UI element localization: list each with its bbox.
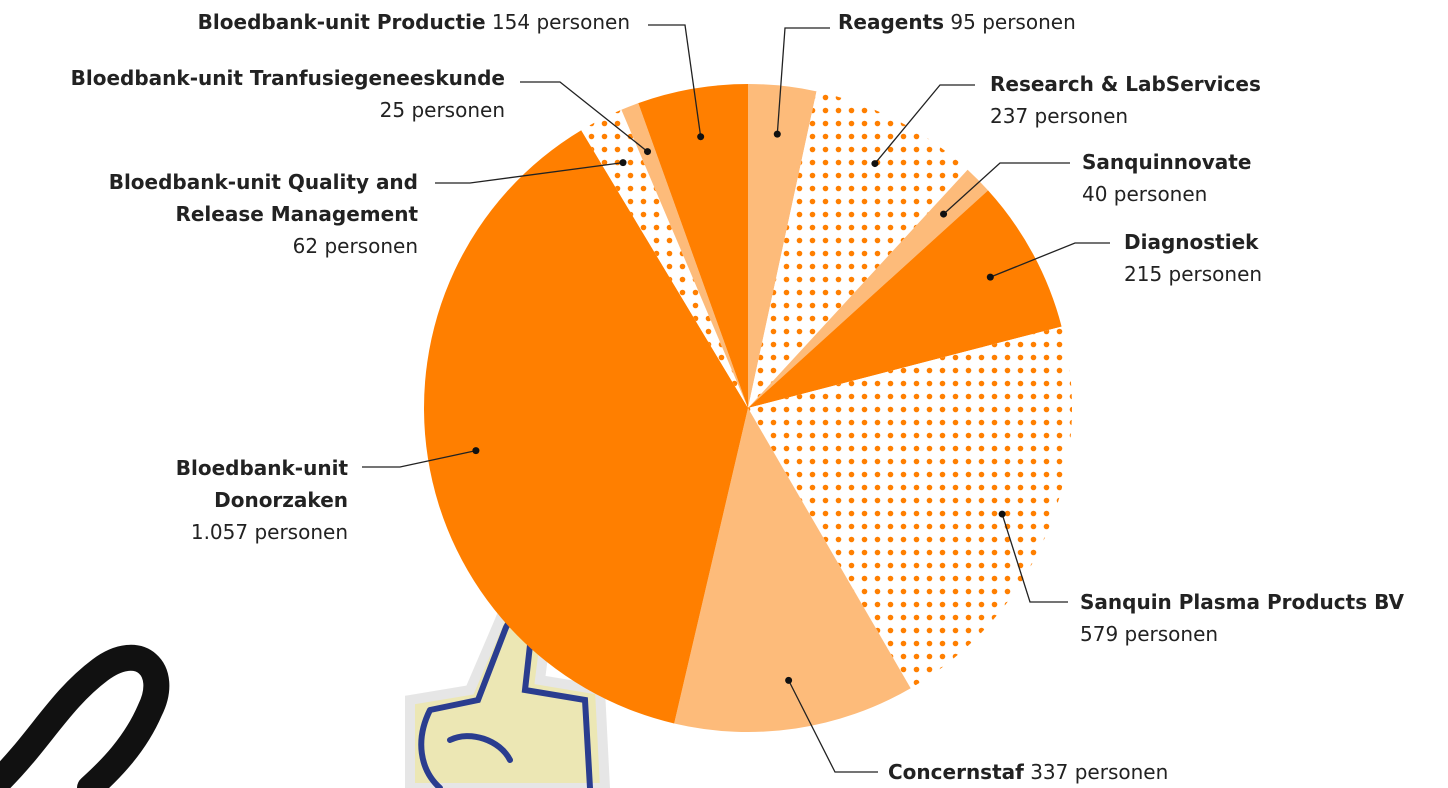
slice-label: Bloedbank-unit Donorzaken 1.057 personen xyxy=(148,452,348,548)
slice-label: Bloedbank-unit Tranfusiegeneeskunde 25 pe… xyxy=(0,62,505,126)
decoration-squiggle xyxy=(0,658,156,788)
category-name: Diagnostiek xyxy=(1124,230,1258,254)
slice-label: Bloedbank-unit Quality and Release Manag… xyxy=(48,166,418,262)
value-label: 62 personen xyxy=(293,234,418,258)
value-label: 154 personen xyxy=(492,10,630,34)
slice-label: Research & LabServices 237 personen xyxy=(990,68,1330,132)
slice-label: Sanquinnovate 40 personen xyxy=(1082,146,1382,210)
slice-label: Sanquin Plasma Products BV 579 personen xyxy=(1080,586,1448,650)
leader-dot xyxy=(785,677,792,684)
leader-dot xyxy=(987,274,994,281)
leader-dot xyxy=(620,159,627,166)
slice-label: Reagents 95 personen xyxy=(838,6,1238,38)
value-label: 40 personen xyxy=(1082,182,1207,206)
category-name: Bloedbank-unit Tranfusiegeneeskunde xyxy=(71,66,505,90)
slice-label: Concernstaf 337 personen xyxy=(888,756,1288,788)
leader-dot xyxy=(697,133,704,140)
slice-label: Diagnostiek 215 personen xyxy=(1124,226,1424,290)
value-label: 1.057 personen xyxy=(191,520,348,544)
category-name: Bloedbank-unit Donorzaken xyxy=(176,456,348,512)
value-label: 25 personen xyxy=(380,98,505,122)
value-label: 237 personen xyxy=(990,104,1128,128)
category-name: Sanquinnovate xyxy=(1082,150,1251,174)
category-name: Bloedbank-unit Quality and Release Manag… xyxy=(109,170,418,226)
category-name: Reagents xyxy=(838,10,944,34)
value-label: 215 personen xyxy=(1124,262,1262,286)
value-label: 337 personen xyxy=(1030,760,1168,784)
leader-dot xyxy=(999,511,1006,518)
value-label: 95 personen xyxy=(950,10,1075,34)
slice-label: Bloedbank-unit Productie 154 personen xyxy=(110,6,630,38)
value-label: 579 personen xyxy=(1080,622,1218,646)
leader-dot xyxy=(774,131,781,138)
category-name: Sanquin Plasma Products BV xyxy=(1080,590,1404,614)
leader-dot xyxy=(871,160,878,167)
category-name: Research & LabServices xyxy=(990,72,1261,96)
category-name: Concernstaf xyxy=(888,760,1024,784)
leader-dot xyxy=(472,447,479,454)
leader-dot xyxy=(940,211,947,218)
page: Reagents 95 personen Research & LabServic… xyxy=(0,0,1448,788)
category-name: Bloedbank-unit Productie xyxy=(198,10,486,34)
leader-dot xyxy=(644,148,651,155)
